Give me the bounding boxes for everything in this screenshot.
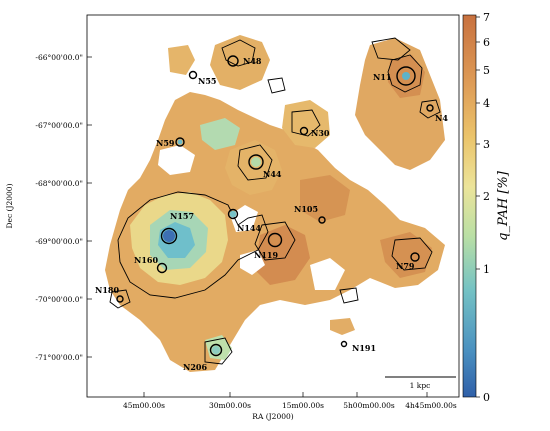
circle-n119 [267, 232, 283, 248]
cb-tick-4: 4 [483, 97, 490, 110]
label-n160: N160 [134, 255, 158, 265]
circle-n11 [396, 66, 416, 86]
contour-n30 [291, 109, 321, 137]
x-tick-3: 5h00m00.00s [343, 401, 395, 410]
x-axis [143, 392, 428, 397]
circle-n55 [188, 70, 198, 80]
gap-3 [310, 258, 345, 290]
label-n191: N191 [352, 343, 376, 353]
label-n79: N79 [396, 261, 415, 271]
y-tick-3: -69°00'00.0" [35, 237, 83, 246]
y-tick-0: -66°00'00.0" [35, 53, 83, 62]
label-n4: N4 [435, 113, 448, 123]
label-n144: N144 [237, 223, 261, 233]
region-circles [116, 55, 434, 357]
x-tick-0: 45m00.00s [123, 401, 165, 410]
contour-n180 [109, 289, 131, 309]
circle-n79 [410, 252, 420, 262]
circle-n206 [209, 343, 223, 357]
circle-n30 [299, 126, 309, 136]
circle-n44 [248, 154, 264, 170]
contour-n79 [391, 237, 433, 271]
scale-bar-label: 1 kpc [410, 381, 431, 390]
core-n144 [229, 210, 237, 218]
core-n44 [251, 157, 261, 167]
circle-cores [163, 72, 410, 354]
region-labels: N11 N48 N55 N4 N30 N59 N44 N157 N105 N14… [95, 56, 448, 372]
circle-n191 [340, 340, 348, 348]
cb-tick-3: 3 [483, 138, 490, 151]
label-n55: N55 [198, 76, 216, 86]
x-tick-1: 30m00.00s [209, 401, 251, 410]
colorbar-label: q_PAH [%] [496, 170, 511, 241]
colorbar-ticks [476, 16, 480, 398]
y-axis [87, 56, 92, 358]
x-tick-4: 4h45m00.00s [405, 401, 457, 410]
core-n11 [402, 72, 410, 80]
circle-n4 [426, 104, 434, 112]
scale-bar: 1 kpc [385, 376, 456, 390]
label-n48: N48 [243, 56, 262, 66]
cb-tick-5: 5 [483, 64, 490, 77]
x-axis-label: RA (J2000) [252, 412, 293, 421]
label-n59: N59 [156, 138, 175, 148]
contour-misc-1 [339, 287, 359, 304]
circle-n48 [227, 55, 239, 67]
label-n11: N11 [373, 72, 391, 82]
cb-tick-7: 7 [483, 11, 490, 24]
label-n157: N157 [170, 211, 194, 221]
circle-n160 [156, 262, 168, 274]
contours [109, 37, 441, 365]
contour-n206 [204, 337, 233, 365]
y-tick-4: -70°00'00.0" [35, 295, 83, 304]
x-tick-2: 15m00.00s [282, 401, 324, 410]
y-tick-1: -67°00'00.0" [35, 121, 83, 130]
y-axis-label: Dec (J2000) [5, 183, 14, 228]
label-n180: N180 [95, 285, 119, 295]
core-n206 [212, 346, 220, 354]
contour-misc-2 [267, 77, 286, 94]
x-tick-labels: 45m00.00s 30m00.00s 15m00.00s 5h00m00.00… [123, 401, 457, 410]
circle-n59 [175, 137, 185, 147]
y-tick-5: -71°00'00.0" [35, 353, 83, 362]
circle-n180 [116, 295, 124, 303]
emission-hot-3 [380, 232, 432, 278]
circle-n105 [318, 216, 326, 224]
cb-tick-0: 0 [483, 391, 490, 404]
label-n119: N119 [254, 250, 278, 260]
gap-4 [342, 140, 375, 180]
emission-n59-cool [200, 118, 240, 150]
emission-hot-2 [300, 175, 350, 222]
contour-n4 [419, 99, 441, 119]
colorbar [462, 14, 477, 398]
contour-n44 [237, 144, 273, 181]
y-tick-labels: -66°00'00.0" -67°00'00.0" -68°00'00.0" -… [35, 53, 83, 362]
contour-n157-outer [117, 191, 269, 299]
contour-n11 [387, 54, 423, 93]
label-n44: N44 [263, 169, 282, 179]
label-n105: N105 [294, 204, 318, 214]
contour-n119 [254, 221, 296, 261]
circle-n144 [227, 208, 239, 220]
cb-tick-2: 2 [483, 190, 490, 203]
core-n59 [177, 139, 183, 145]
qpah-map [105, 35, 445, 372]
core-n157 [163, 230, 175, 242]
y-tick-2: -68°00'00.0" [35, 179, 83, 188]
contour-ne [371, 37, 411, 61]
plot-frame [86, 14, 460, 398]
gap-5 [118, 320, 150, 355]
colorbar-tick-labels: 0 1 2 3 4 5 6 7 [483, 11, 490, 404]
gap-1 [158, 145, 195, 175]
label-n30: N30 [311, 128, 330, 138]
core-n119 [270, 235, 280, 245]
cb-tick-6: 6 [483, 36, 490, 49]
circle-n157 [160, 227, 178, 245]
contour-n48 [221, 39, 256, 67]
emission-n191 [330, 318, 355, 335]
emission-n55 [168, 45, 195, 75]
cb-tick-1: 1 [483, 263, 490, 276]
label-n206: N206 [183, 362, 207, 372]
